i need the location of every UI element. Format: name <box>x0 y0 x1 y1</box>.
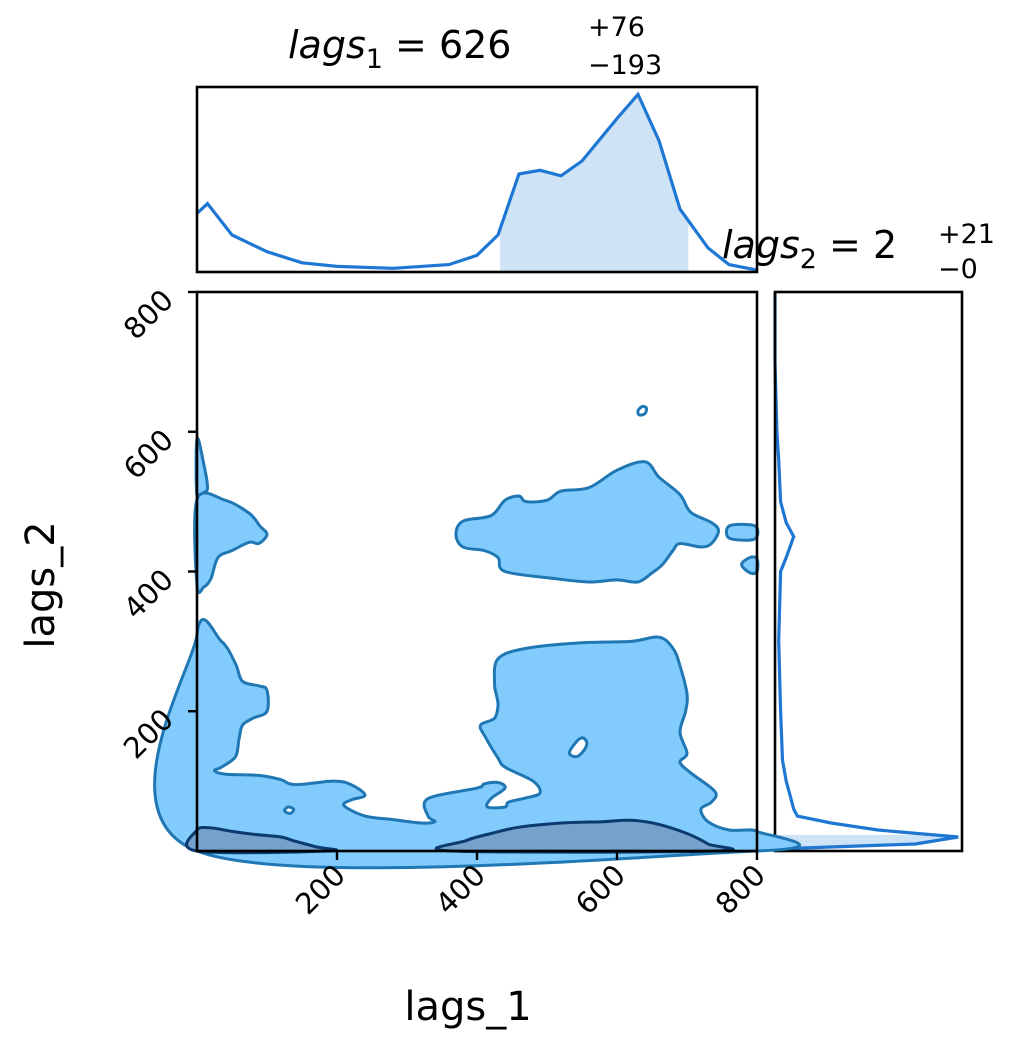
marginal-y-title: lags2 = 2 <box>722 223 897 275</box>
marginal-x-frame <box>195 85 759 274</box>
marginal-x-title: lags1 = 626 <box>288 23 511 75</box>
contour-hole-0 <box>567 736 589 759</box>
y-tick-label: 400 <box>117 562 180 625</box>
x-axis-label: lags_1 <box>404 984 531 1030</box>
marginal-y-density-line <box>773 292 959 851</box>
y-axis-label: lags_2 <box>18 521 64 648</box>
outer-contour-3 <box>454 460 720 584</box>
contour-hole-2 <box>282 805 296 815</box>
outer-contour-0 <box>153 618 801 870</box>
x-tick-label: 600 <box>569 858 632 921</box>
marginal-y-panel: lags2 = 2 +21 −0 <box>722 219 995 853</box>
y-tick-label: 800 <box>117 283 180 346</box>
contour-hole-1 <box>636 404 649 417</box>
marginal-y-title-plus: +21 <box>938 219 995 250</box>
y-tick-label: 600 <box>117 423 180 486</box>
x-tick-label: 800 <box>709 858 772 921</box>
outer-contour-5 <box>740 555 760 576</box>
marginal-x-title-minus: −193 <box>588 50 662 81</box>
marginal-x-density-line <box>196 91 758 272</box>
marginal-x-title-subscript: 1 <box>366 44 383 75</box>
marginal-y-frame <box>773 290 964 853</box>
outer-contour-2 <box>193 491 269 595</box>
outer-contour-4 <box>724 522 760 542</box>
marginal-x-panel: lags1 = 626 +76 −193 <box>195 12 759 274</box>
marginal-y-title-subscript: 2 <box>800 244 817 275</box>
joint-contours <box>153 404 801 870</box>
marginal-x-shaded-area <box>500 94 689 273</box>
marginal-x-title-plus: +76 <box>588 12 645 43</box>
marginal-y-title-minus: −0 <box>938 254 978 285</box>
marginal-y-shaded-area <box>759 834 959 850</box>
